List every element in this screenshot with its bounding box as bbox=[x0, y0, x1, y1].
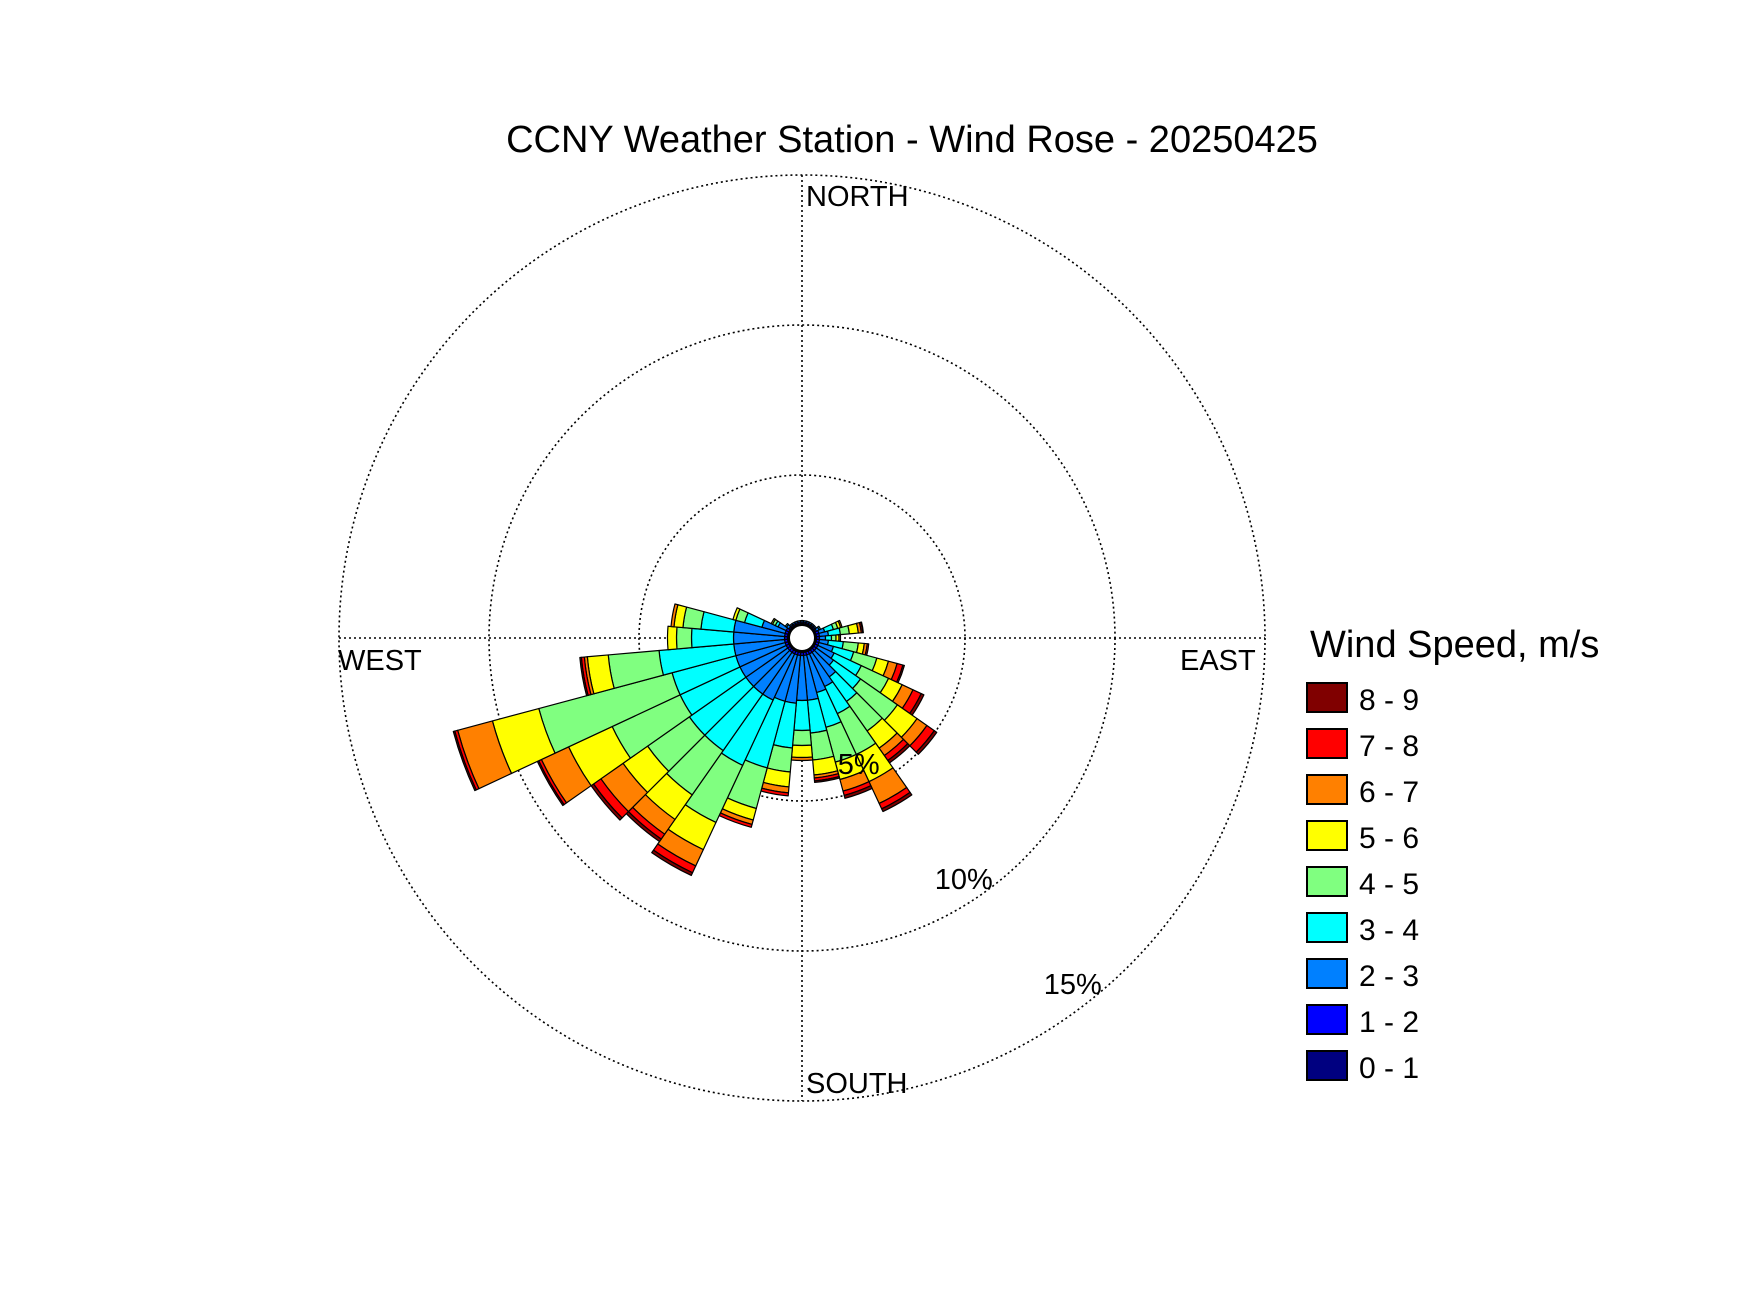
legend-swatch-6 bbox=[1306, 958, 1348, 989]
legend-swatch-7 bbox=[1306, 1004, 1348, 1035]
legend-label-6: 2 - 3 bbox=[1359, 960, 1419, 993]
sector-180-bin-6 bbox=[790, 756, 814, 762]
legend-title: Wind Speed, m/s bbox=[1310, 624, 1599, 666]
polar-grid bbox=[338, 174, 1266, 1102]
sector-300-bin-5 bbox=[770, 617, 776, 625]
sector-180-bin-5 bbox=[790, 744, 814, 759]
sector-90-bin-6 bbox=[838, 634, 842, 642]
legend-swatch-3 bbox=[1306, 820, 1348, 851]
center-hole bbox=[788, 624, 816, 652]
ring-label-5: 5% bbox=[838, 749, 880, 781]
sector-280-bin-3 bbox=[700, 611, 737, 633]
legend: Wind Speed, m/s 8 - 9 7 - 8 6 - 7 5 - 6 4 - … bbox=[1306, 624, 1599, 1085]
sector-350-bin-2 bbox=[796, 619, 802, 624]
sector-260-bin-8 bbox=[579, 656, 589, 697]
sector-180-bin-4 bbox=[792, 729, 812, 747]
legend-label-8: 0 - 1 bbox=[1359, 1052, 1419, 1085]
legend-label-3: 5 - 6 bbox=[1359, 822, 1419, 855]
legend-swatch-8 bbox=[1306, 1050, 1348, 1081]
legend-label-7: 1 - 2 bbox=[1359, 1006, 1419, 1039]
ring-label-15: 15% bbox=[1044, 969, 1102, 1001]
sector-250-bin-8 bbox=[452, 730, 477, 792]
north-label: NORTH bbox=[806, 181, 909, 213]
legend-swatch-5 bbox=[1306, 912, 1348, 943]
sector-80-bin-8 bbox=[860, 621, 864, 634]
south-label: SOUTH bbox=[806, 1068, 908, 1100]
west-label: WEST bbox=[338, 645, 422, 677]
wind-sectors bbox=[452, 603, 938, 877]
sector-160-bin-8 bbox=[843, 785, 873, 799]
ring-label-10: 10% bbox=[935, 864, 993, 896]
legend-label-5: 3 - 4 bbox=[1359, 914, 1419, 947]
sector-290-bin-5 bbox=[732, 607, 741, 621]
east-label: EAST bbox=[1180, 645, 1256, 677]
legend-label-2: 6 - 7 bbox=[1359, 776, 1419, 809]
sector-280-bin-6 bbox=[670, 603, 679, 628]
chart-title: CCNY Weather Station - Wind Rose - 20250… bbox=[506, 119, 1318, 161]
sector-150-bin-8 bbox=[881, 791, 913, 813]
legend-label-1: 7 - 8 bbox=[1359, 730, 1419, 763]
sector-270-bin-4 bbox=[675, 626, 693, 650]
sector-270-bin-5 bbox=[666, 625, 678, 651]
legend-swatch-2 bbox=[1306, 774, 1348, 805]
sector-210-bin-8 bbox=[651, 849, 694, 877]
sector-170-bin-8 bbox=[813, 776, 841, 784]
sector-130-bin-8 bbox=[915, 730, 938, 755]
legend-label-0: 8 - 9 bbox=[1359, 684, 1419, 717]
legend-label-4: 4 - 5 bbox=[1359, 868, 1419, 901]
legend-swatch-0 bbox=[1306, 682, 1348, 713]
sector-310-bin-3 bbox=[784, 622, 790, 628]
polar-labels: NORTH SOUTH EAST WEST 5% 10% 15% bbox=[338, 181, 1256, 1100]
legend-swatch-4 bbox=[1306, 866, 1348, 897]
legend-swatch-1 bbox=[1306, 728, 1348, 759]
